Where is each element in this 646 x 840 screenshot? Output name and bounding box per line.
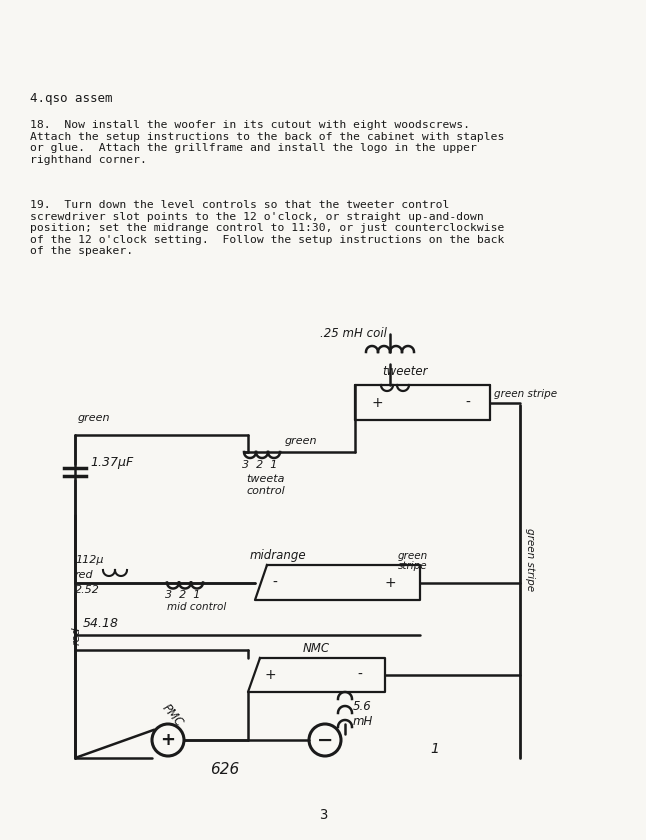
Text: 18.  Now install the woofer in its cutout with eight woodscrews.
Attach the setu: 18. Now install the woofer in its cutout… — [30, 120, 505, 165]
Text: -: - — [273, 575, 277, 590]
Text: green: green — [285, 436, 317, 446]
Text: green: green — [398, 551, 428, 561]
Text: 3  2  1: 3 2 1 — [165, 590, 200, 600]
Text: -: - — [358, 668, 362, 682]
Text: stripe: stripe — [398, 561, 428, 571]
Text: +: + — [160, 731, 176, 749]
Text: NMC: NMC — [303, 642, 330, 655]
Text: 54.18: 54.18 — [83, 617, 119, 630]
Text: red: red — [75, 570, 94, 580]
Text: tweeter: tweeter — [382, 365, 428, 378]
Text: green stripe: green stripe — [494, 389, 557, 398]
Text: 19.  Turn down the level controls so that the tweeter control
screwdriver slot p: 19. Turn down the level controls so that… — [30, 200, 505, 256]
Text: +: + — [264, 668, 276, 682]
Text: red: red — [72, 627, 82, 645]
Text: green stripe: green stripe — [525, 528, 535, 591]
Text: 1.37μF: 1.37μF — [90, 455, 133, 469]
Text: mid control: mid control — [167, 601, 226, 612]
Text: 2.52: 2.52 — [75, 585, 100, 595]
Text: 1: 1 — [430, 742, 439, 756]
Text: +: + — [384, 575, 396, 590]
Text: 112μ: 112μ — [75, 555, 103, 565]
Text: 3: 3 — [319, 808, 327, 822]
Text: 3  2  1: 3 2 1 — [242, 460, 277, 470]
Text: green: green — [78, 413, 110, 423]
Text: tweeta
control: tweeta control — [246, 474, 285, 496]
Text: -: - — [466, 396, 470, 410]
Text: PMC: PMC — [160, 702, 186, 730]
Text: 626: 626 — [211, 762, 240, 777]
Text: 4.qso assem: 4.qso assem — [30, 92, 112, 105]
Text: .25 mH coil: .25 mH coil — [320, 327, 387, 340]
Text: midrange: midrange — [250, 549, 307, 562]
Text: 5.6
mH: 5.6 mH — [353, 700, 373, 728]
Text: −: − — [317, 731, 333, 749]
Text: +: + — [371, 396, 383, 410]
